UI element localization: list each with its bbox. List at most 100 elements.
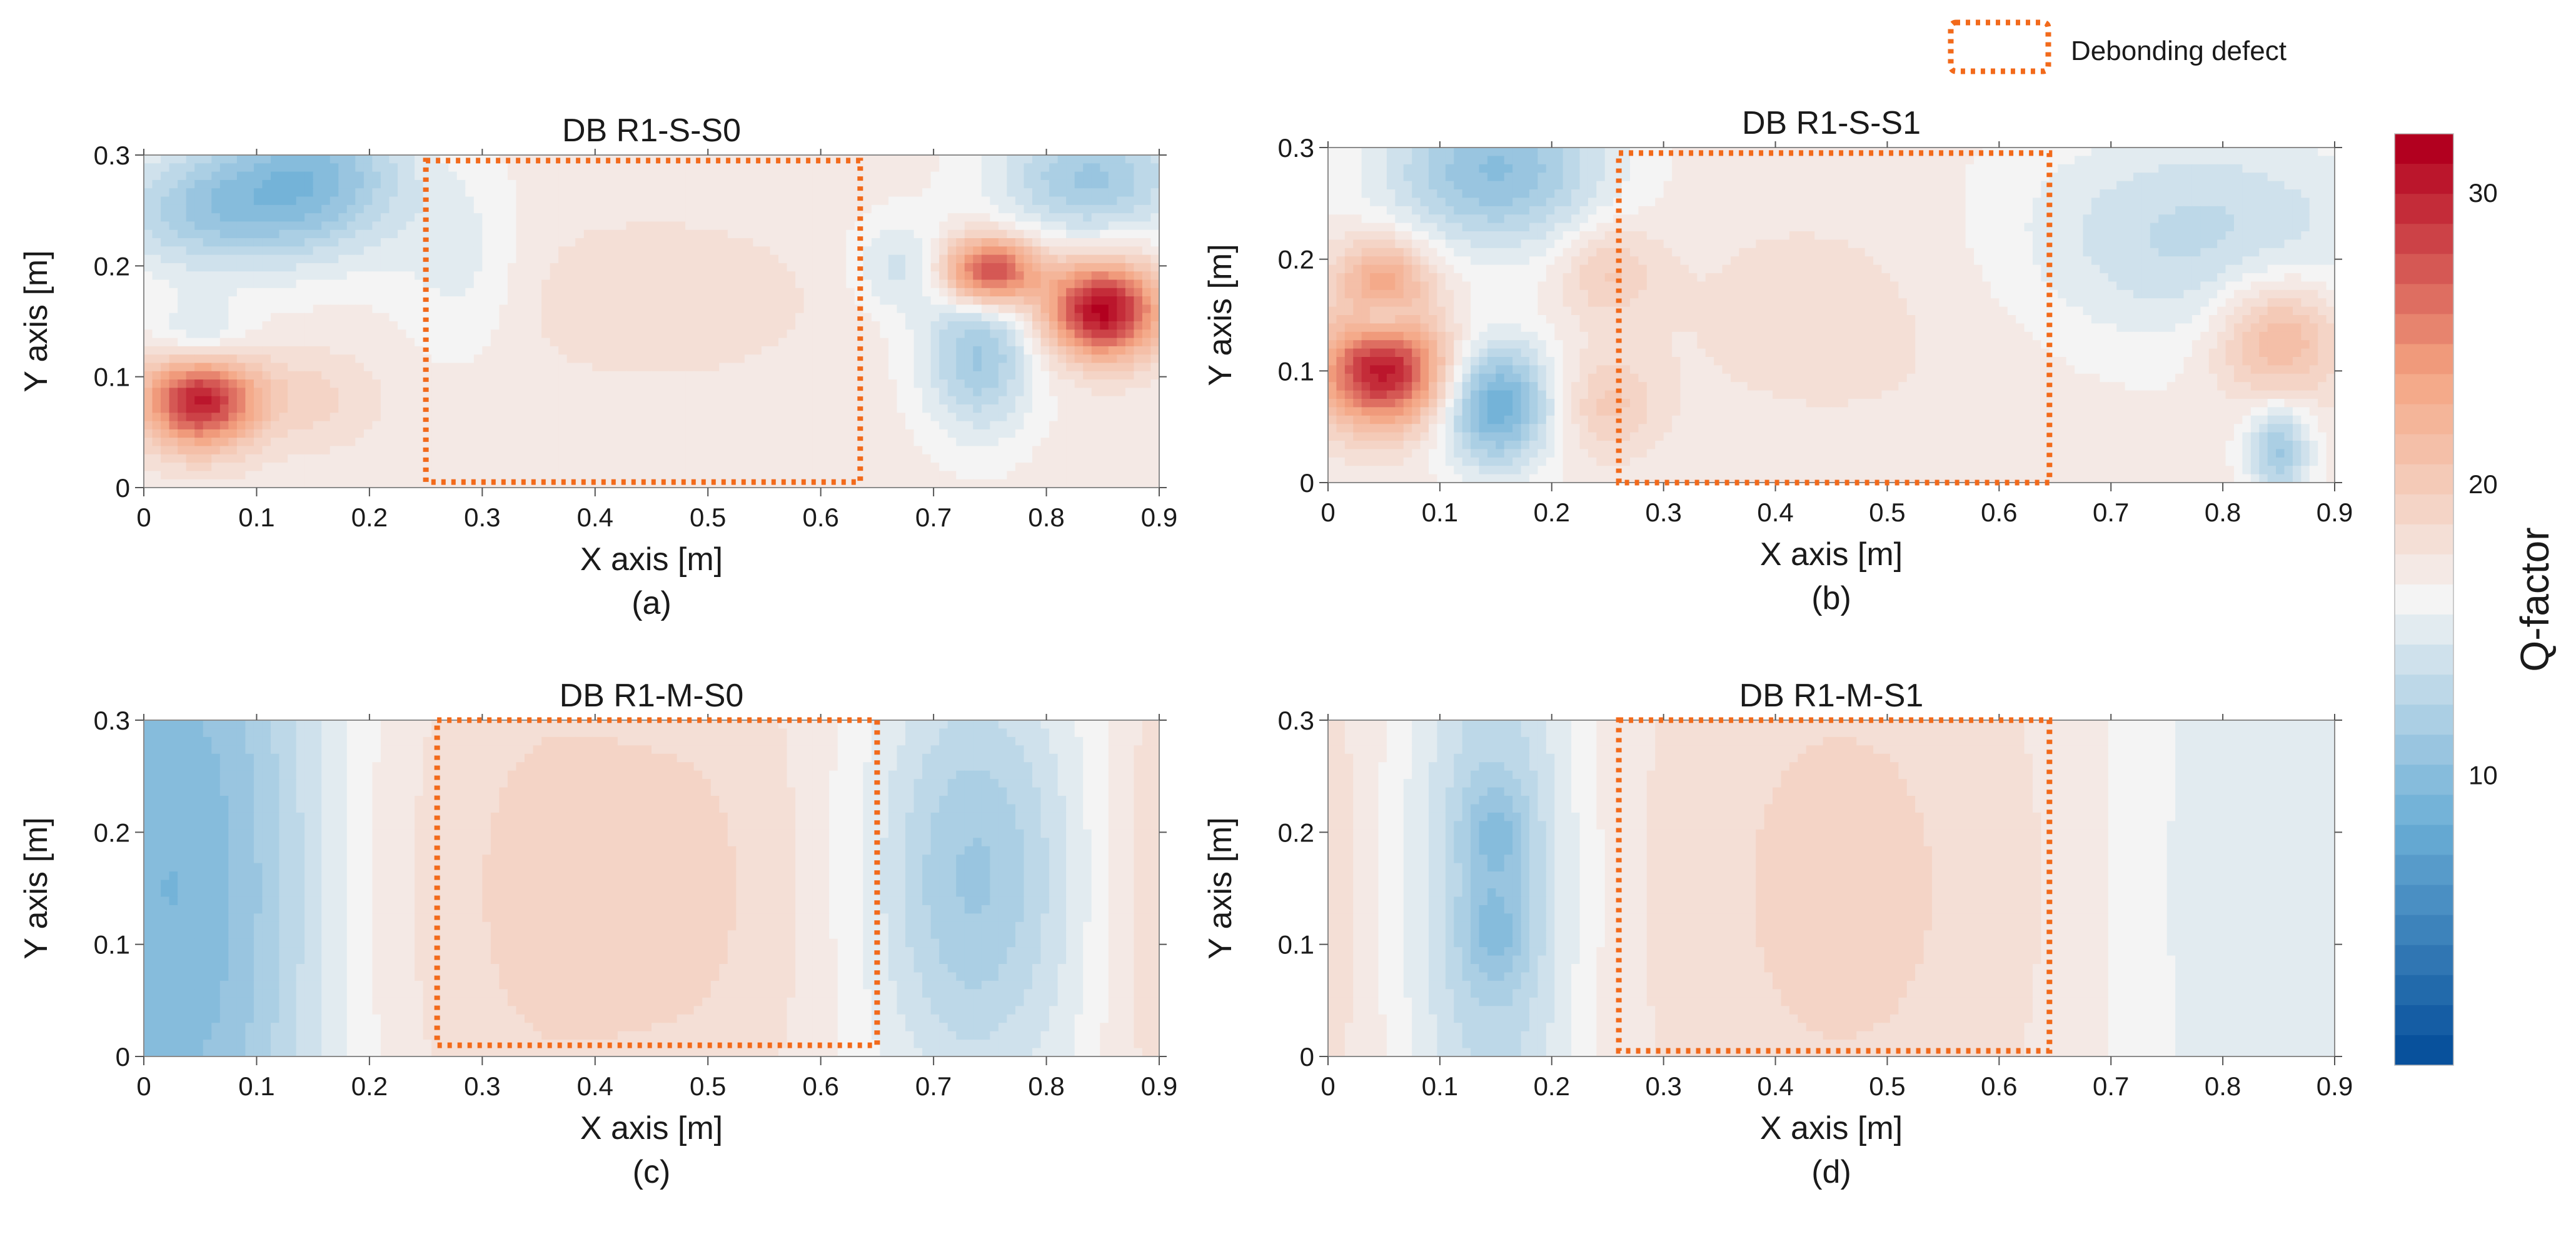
heatmap-cell <box>693 304 703 314</box>
heatmap-cell <box>219 379 229 388</box>
heatmap-cell <box>1024 446 1033 455</box>
heatmap-cell <box>812 288 822 297</box>
heatmap-cell <box>617 346 626 355</box>
heatmap-cell <box>473 171 483 181</box>
heatmap-cell <box>592 404 601 413</box>
heatmap-cell <box>652 238 661 247</box>
heatmap-cell <box>1117 404 1126 413</box>
heatmap-cell <box>973 246 982 256</box>
heatmap-cell <box>660 163 669 173</box>
heatmap-cell <box>1007 163 1016 173</box>
heatmap-cell <box>161 271 170 281</box>
heatmap-cell <box>211 371 221 380</box>
heatmap-cell <box>820 429 830 438</box>
heatmap-cell <box>981 254 990 264</box>
heatmap-cell <box>719 288 728 297</box>
heatmap-cell <box>837 221 847 231</box>
heatmap-cell <box>389 446 398 455</box>
heatmap-cell <box>465 379 475 388</box>
heatmap-cell <box>1015 454 1025 463</box>
heatmap-cell <box>262 463 271 471</box>
heatmap-cell <box>685 179 695 189</box>
heatmap-cell <box>837 471 847 480</box>
heatmap-cell <box>253 179 263 189</box>
heatmap-cell <box>330 454 339 463</box>
heatmap-cell <box>592 271 601 281</box>
heatmap-cell <box>1057 204 1067 214</box>
heatmap-cell <box>490 396 500 405</box>
heatmap-cell <box>888 238 898 247</box>
heatmap-cell <box>338 388 348 397</box>
heatmap-cell <box>245 463 254 471</box>
heatmap-cell <box>465 171 475 181</box>
heatmap-cell <box>279 429 288 438</box>
heatmap-cell <box>245 263 254 272</box>
heatmap-cell <box>846 263 855 272</box>
heatmap-cell <box>660 438 669 447</box>
heatmap-cell <box>389 329 398 339</box>
heatmap-cell <box>710 388 720 397</box>
heatmap-cell <box>947 421 957 430</box>
heatmap-cell <box>1057 346 1067 355</box>
heatmap-cell <box>956 429 965 438</box>
heatmap-cell <box>964 438 974 447</box>
heatmap-cell <box>795 271 805 281</box>
heatmap-cell <box>609 221 618 231</box>
heatmap-cell <box>482 221 491 231</box>
heatmap-cell <box>389 229 398 239</box>
heatmap-cell <box>296 155 305 164</box>
heatmap-cell <box>702 446 712 455</box>
heatmap-cell <box>837 229 847 239</box>
heatmap-cell <box>473 346 483 355</box>
heatmap-cell <box>228 296 238 305</box>
heatmap-cell <box>1462 156 1471 165</box>
heatmap-cell <box>465 313 475 322</box>
heatmap-cell <box>990 404 999 413</box>
heatmap-cell <box>677 471 686 480</box>
heatmap-cell <box>609 246 618 256</box>
heatmap-cell <box>795 396 805 405</box>
heatmap-cell <box>846 379 855 388</box>
heatmap-cell <box>778 404 788 413</box>
heatmap-cell <box>1049 321 1059 330</box>
heatmap-cell <box>533 388 542 397</box>
heatmap-cell <box>837 404 847 413</box>
heatmap-cell <box>533 354 542 364</box>
heatmap-cell <box>415 363 424 372</box>
heatmap-cell <box>668 338 678 347</box>
heatmap-cell <box>313 438 322 447</box>
heatmap-cell <box>406 171 415 181</box>
heatmap-cell <box>363 188 373 198</box>
heatmap-cell <box>169 388 178 397</box>
heatmap-cell <box>660 346 669 355</box>
heatmap-cell <box>194 288 204 297</box>
heatmap-cell <box>609 238 618 247</box>
heatmap-cell <box>668 229 678 239</box>
heatmap-cell <box>304 204 314 214</box>
heatmap-cell <box>981 346 990 355</box>
heatmap-cell <box>456 229 466 239</box>
heatmap-cell <box>338 229 348 239</box>
heatmap-cell <box>1040 163 1050 173</box>
heatmap-cell <box>1150 171 1160 181</box>
heatmap-cell <box>617 238 626 247</box>
heatmap-cell <box>499 204 508 214</box>
heatmap-cell <box>541 204 551 214</box>
heatmap-cell <box>685 471 695 480</box>
heatmap-cell <box>482 354 491 364</box>
heatmap-cell <box>1074 479 1084 488</box>
heatmap-cell <box>736 338 745 347</box>
heatmap-cell <box>1142 463 1152 471</box>
heatmap-cell <box>1142 213 1152 222</box>
heatmap-cell <box>228 446 238 455</box>
heatmap-cell <box>930 229 940 239</box>
heatmap-cell <box>490 429 500 438</box>
heatmap-cell <box>1091 271 1100 281</box>
heatmap-cell <box>1108 171 1117 181</box>
heatmap-cell <box>338 396 348 405</box>
heatmap-cell <box>355 388 365 397</box>
heatmap-cell <box>778 313 788 322</box>
heatmap-cell <box>617 271 626 281</box>
heatmap-cell <box>296 346 305 355</box>
